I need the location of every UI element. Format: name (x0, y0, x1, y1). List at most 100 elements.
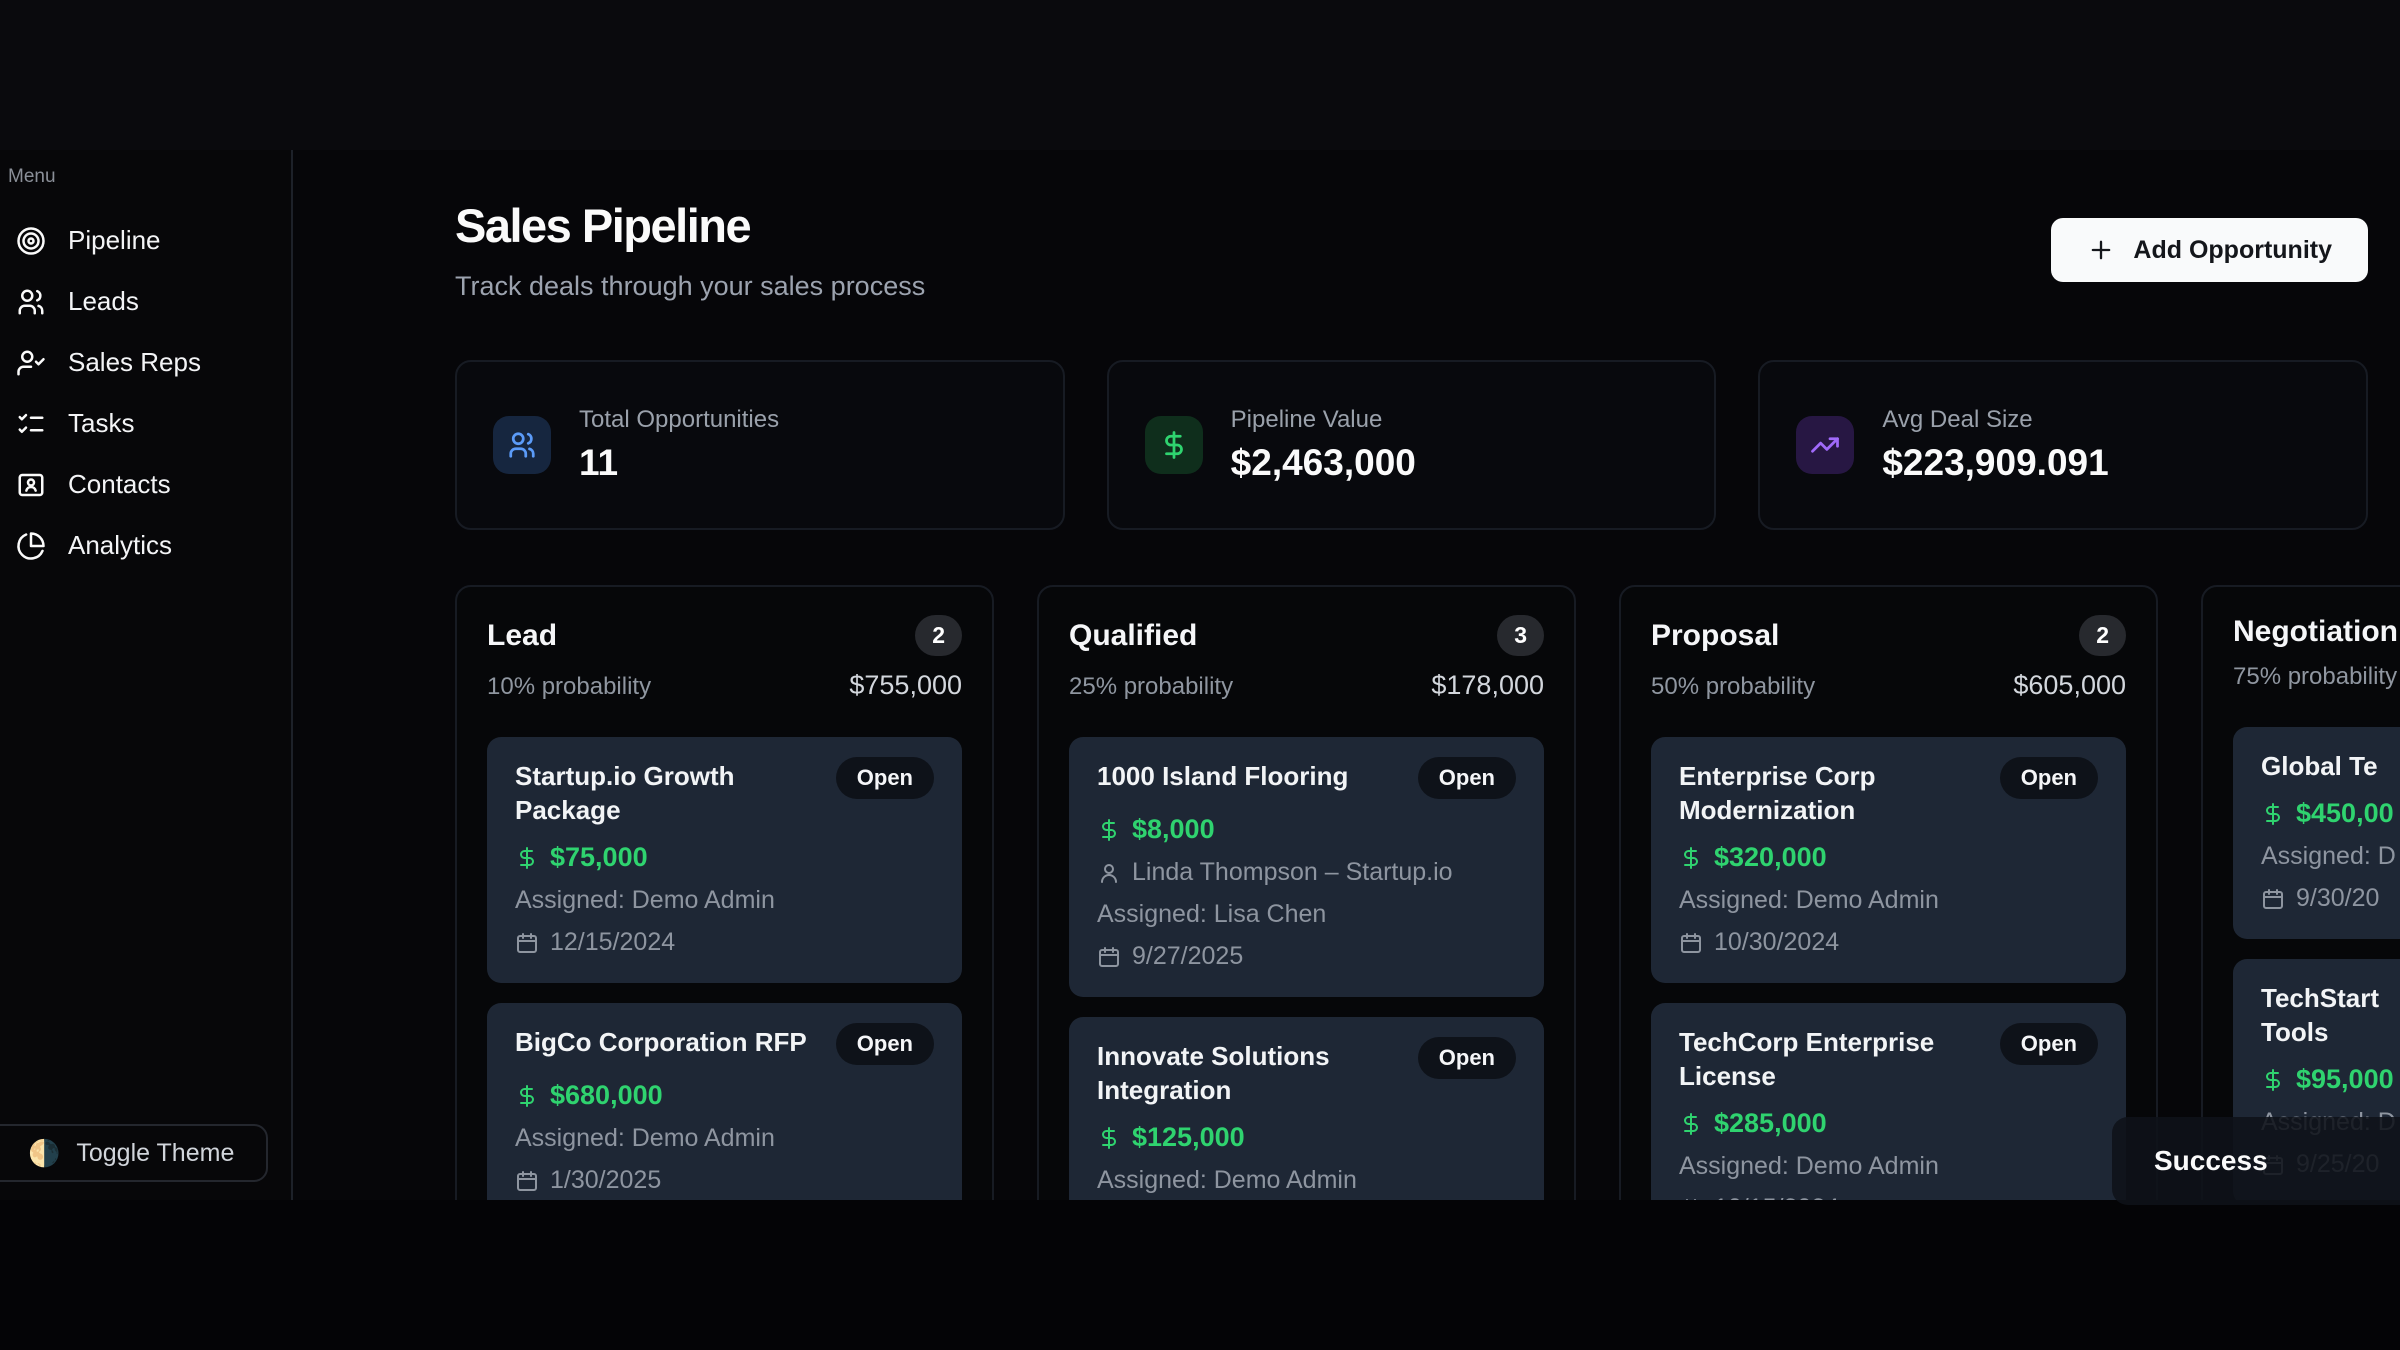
deal-card-innovate-solutions-integration[interactable]: Innovate Solutions Integration Open $125… (1069, 1017, 1544, 1200)
calendar-icon (517, 932, 537, 953)
deal-card-1000-island-flooring[interactable]: 1000 Island Flooring Open $8,000 Linda T… (1069, 737, 1544, 997)
target-icon (17, 226, 45, 255)
column-count-badge: 3 (1497, 615, 1544, 656)
dollar-sign-icon (1164, 431, 1183, 459)
column-name: Proposal (1651, 618, 1780, 652)
deal-amount: $320,000 (1714, 842, 1827, 872)
page-subtitle: Track deals through your sales process (455, 271, 926, 301)
sidebar-item-label: Contacts (68, 469, 171, 499)
dollar-sign-icon (1684, 1112, 1698, 1135)
deal-card-startup-io-growth-package[interactable]: Startup.io Growth Package Open $75,000 A… (487, 737, 962, 983)
column-name: Lead (487, 618, 558, 652)
pipeline-column-lead: Lead 2 10% probability $755,000 Startup.… (455, 585, 994, 1200)
deal-status-badge: Open (1417, 757, 1516, 799)
sidebar-item-contacts[interactable]: Contacts (6, 454, 291, 515)
toast-title: Success (2154, 1145, 2268, 1176)
pipeline-column-negotiation: Negotiation 75% probability Global Te $4… (2201, 585, 2400, 1200)
dollar-sign-icon (2266, 1068, 2280, 1091)
deal-assigned: Assigned: Demo Admin (1679, 886, 1939, 914)
calendar-icon (2263, 888, 2283, 909)
deal-title: Enterprise Corp Modernization (1679, 761, 1876, 825)
column-card-list: Global Te $450,00 Assigned: D 9/30/20 Te… (2233, 727, 2400, 1200)
main-content: Sales Pipeline Track deals through your … (293, 150, 2400, 1200)
dollar-sign-icon (1684, 846, 1698, 869)
deal-title: 1000 Island Flooring (1097, 761, 1349, 791)
pie-chart-icon (17, 531, 45, 560)
sidebar-item-label: Pipeline (68, 225, 161, 255)
sidebar-item-label: Tasks (68, 408, 135, 438)
pipeline-column-proposal: Proposal 2 50% probability $605,000 Ente… (1619, 585, 2158, 1200)
deal-title: Innovate Solutions Integration (1097, 1041, 1330, 1105)
user-check-icon (17, 350, 45, 375)
column-total-value: $178,000 (1431, 670, 1544, 700)
top-strip (0, 0, 2400, 150)
sidebar-item-sales-reps[interactable]: Sales Reps (6, 332, 291, 393)
stat-card-total-opportunities: Total Opportunities 11 (455, 360, 1065, 530)
deal-amount: $125,000 (1132, 1122, 1245, 1152)
sidebar-item-label: Leads (68, 286, 139, 316)
deal-contact-row: Linda Thompson – Startup.io (1097, 858, 1516, 887)
stats-row: Total Opportunities 11 Pipeline Value $2… (455, 360, 2369, 530)
column-probability: 50% probability (1651, 673, 1816, 700)
column-name: Qualified (1069, 618, 1198, 652)
deal-date: 9/27/2025 (1132, 942, 1244, 970)
deal-amount: $450,00 (2296, 798, 2394, 828)
sidebar-item-tasks[interactable]: Tasks (6, 393, 291, 454)
deal-title: Startup.io Growth Package (515, 761, 735, 825)
deal-status-badge: Open (1999, 1023, 2098, 1065)
stat-label: Pipeline Value (1230, 406, 1383, 433)
deal-status-badge: Open (835, 1023, 934, 1065)
dollar-sign-icon (2266, 802, 2280, 825)
dollar-sign-icon (1102, 818, 1116, 841)
stat-label: Avg Deal Size (1882, 406, 2033, 433)
deal-card-techcorp-enterprise-license[interactable]: TechCorp Enterprise License Open $285,00… (1651, 1003, 2126, 1200)
deal-date: 10/30/2024 (1714, 928, 1840, 956)
sidebar-item-label: Sales Reps (68, 347, 201, 377)
calendar-icon (1681, 1198, 1701, 1200)
deal-title: TechCorp Enterprise License (1679, 1027, 1935, 1091)
stat-card-avg-deal-size: Avg Deal Size $223,909.091 (1758, 360, 2369, 530)
deal-date: 9/30/20 (2296, 884, 2380, 912)
stat-value: $2,463,000 (1230, 442, 1416, 483)
column-card-list: 1000 Island Flooring Open $8,000 Linda T… (1069, 737, 1544, 1200)
sidebar-item-label: Analytics (68, 530, 173, 560)
column-name: Negotiation (2233, 615, 2398, 648)
deal-assigned: Assigned: Demo Admin (515, 1124, 775, 1152)
deal-amount: $95,000 (2296, 1064, 2394, 1094)
app-shell: Menu Pipeline Leads Sales Reps Tasks Con… (0, 150, 2400, 1200)
stat-value: 11 (579, 442, 619, 483)
column-count-badge: 2 (2079, 615, 2126, 656)
sidebar: Menu Pipeline Leads Sales Reps Tasks Con… (0, 150, 293, 1200)
column-total-value: $755,000 (849, 670, 962, 700)
stat-value: $223,909.091 (1882, 442, 2109, 483)
sidebar-item-analytics[interactable]: Analytics (6, 515, 291, 576)
sidebar-item-leads[interactable]: Leads (6, 271, 291, 332)
deal-assigned: Assigned: Demo Admin (1097, 1166, 1357, 1194)
kanban-board: Lead 2 10% probability $755,000 Startup.… (455, 585, 2400, 1200)
deal-status-badge: Open (1999, 757, 2098, 799)
deal-card-global-te[interactable]: Global Te $450,00 Assigned: D 9/30/20 (2233, 727, 2400, 939)
half-moon-icon: 🌗 (28, 1137, 61, 1168)
dollar-sign-icon (520, 846, 534, 869)
contact-icon (18, 473, 44, 496)
calendar-icon (1099, 946, 1119, 967)
deal-card-enterprise-corp-modernization[interactable]: Enterprise Corp Modernization Open $320,… (1651, 737, 2126, 983)
column-card-list: Startup.io Growth Package Open $75,000 A… (487, 737, 962, 1200)
sidebar-item-pipeline[interactable]: Pipeline (6, 210, 291, 271)
deal-card-bigco-corporation-rfp[interactable]: BigCo Corporation RFP Open $680,000 Assi… (487, 1003, 962, 1200)
deal-status-badge: Open (1417, 1037, 1516, 1079)
toggle-theme-button[interactable]: 🌗 Toggle Theme (0, 1124, 268, 1182)
toggle-theme-label: Toggle Theme (76, 1138, 235, 1167)
add-opportunity-label: Add Opportunity (2133, 235, 2332, 264)
calendar-icon (1681, 932, 1701, 953)
trending-up-icon (1811, 437, 1840, 453)
deal-amount: $680,000 (550, 1080, 663, 1110)
add-opportunity-button[interactable]: Add Opportunity (2051, 218, 2368, 282)
users-icon (18, 289, 44, 314)
success-toast: Success (2112, 1117, 2400, 1205)
deal-contact: Linda Thompson – Startup.io (1132, 858, 1453, 886)
deal-status-badge: Open (835, 757, 934, 799)
deal-title: Global Te (2261, 751, 2378, 781)
users-icon (509, 432, 535, 458)
